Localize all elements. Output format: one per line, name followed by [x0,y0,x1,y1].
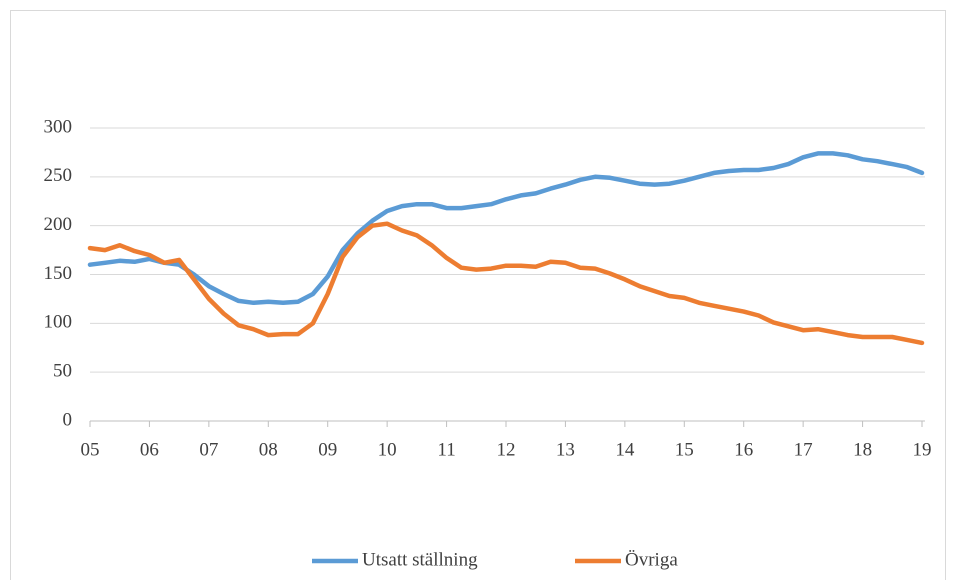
x-tick-label: 08 [259,439,278,460]
y-tick-label: 300 [44,116,73,137]
series-line [87,151,925,306]
x-tick-label: 19 [913,439,932,460]
x-tick-label: 15 [675,439,694,460]
x-tick-label: 10 [378,439,397,460]
y-tick-label: 100 [44,312,73,333]
x-tick-label: 11 [437,439,455,460]
x-tick-label: 05 [81,439,100,460]
x-tick-label: 13 [556,439,575,460]
legend-label: Övriga [625,549,678,570]
y-tick-label: 0 [63,409,73,430]
x-tick-label: 09 [318,439,337,460]
x-tick-label: 17 [794,439,813,460]
x-tick-label: 18 [853,439,872,460]
legend-label: Utsatt ställning [362,549,478,570]
x-tick-label: 06 [140,439,159,460]
y-tick-label: 250 [44,165,73,186]
x-tick-label: 14 [615,439,635,460]
x-tick-label: 07 [199,439,218,460]
chart-frame [10,10,946,585]
y-tick-label: 50 [53,361,72,382]
x-tick-label: 12 [497,439,516,460]
x-tick-label: 16 [734,439,753,460]
y-tick-label: 150 [44,263,73,284]
y-tick-label: 200 [44,214,73,235]
series-line [87,221,925,346]
